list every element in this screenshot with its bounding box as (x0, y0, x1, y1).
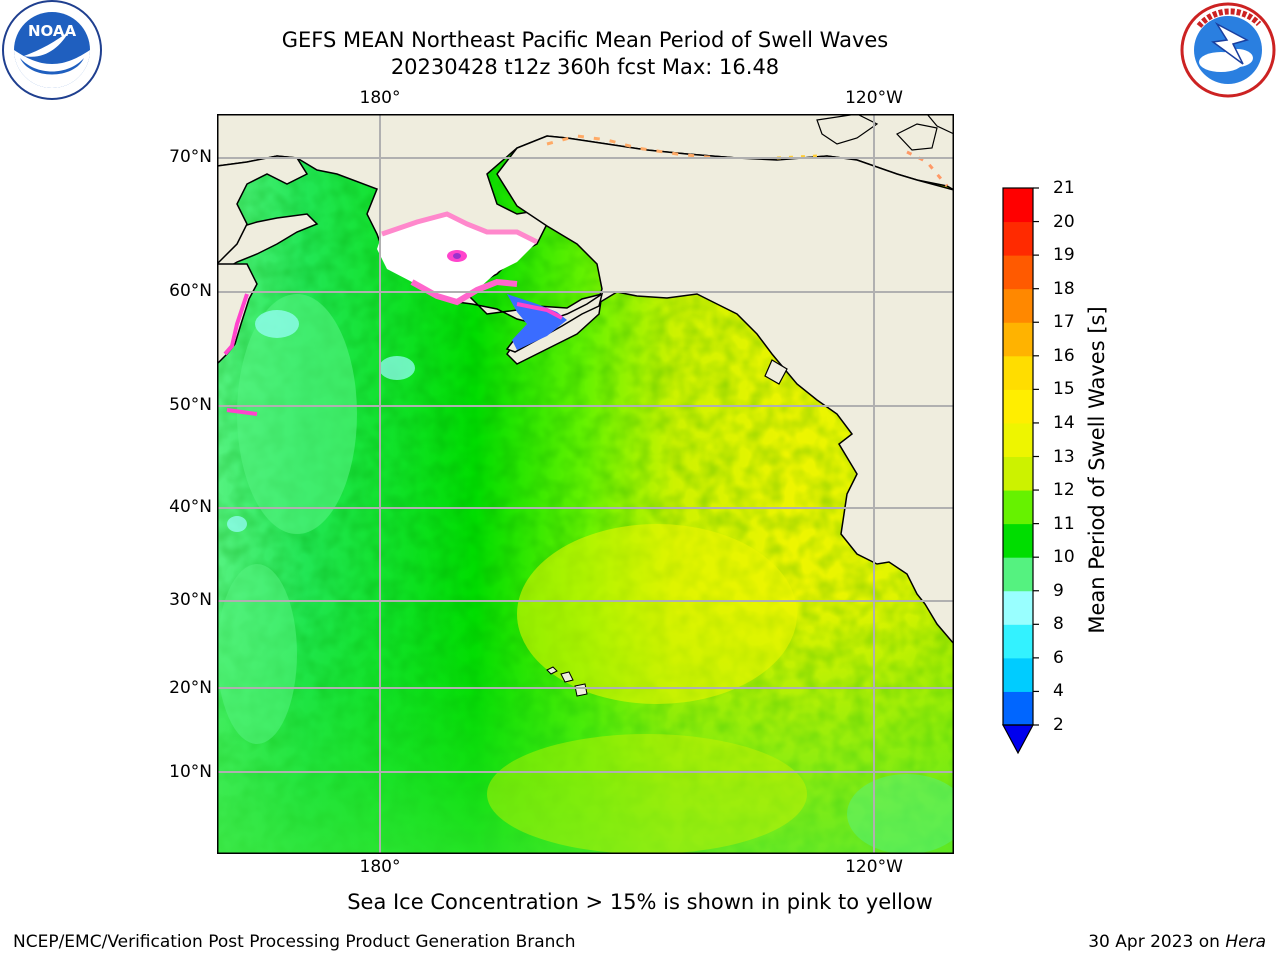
colorbar-segment (1003, 657, 1033, 692)
noaa-logo-text: NOAA (28, 22, 77, 40)
colorbar-segment (1003, 490, 1033, 525)
colorbar-segment (1003, 389, 1033, 424)
lat-label-40n: 40°N (169, 497, 212, 517)
graticule (217, 114, 954, 854)
colorbar-tick-label: 8 (1053, 614, 1064, 635)
colorbar-tick-label: 14 (1053, 412, 1075, 433)
colorbar-segment (1003, 557, 1033, 592)
colorbar-segment (1003, 422, 1033, 457)
colorbar-segment (1003, 624, 1033, 659)
colorbar-tick-label: 2 (1053, 715, 1064, 735)
colorbar-tick-label: 15 (1053, 379, 1075, 400)
lon-label-top-120w: 120°W (845, 88, 903, 108)
colorbar-under-triangle (1001, 724, 1035, 755)
lat-label-10n: 10°N (169, 762, 212, 782)
colorbar-segment (1003, 355, 1033, 390)
colorbar-tick-label: 11 (1053, 513, 1075, 534)
lat-label-60n: 60°N (169, 281, 212, 301)
colorbar-segment (1003, 590, 1033, 625)
colorbar (1001, 187, 1039, 755)
noaa-logo: NOAA (2, 0, 102, 100)
sea-ice-note: Sea Ice Concentration > 15% is shown in … (347, 890, 933, 914)
lon-label-bottom-120w: 120°W (845, 857, 903, 877)
machine-name: Hera (1225, 932, 1266, 952)
colorbar-segment (1003, 288, 1033, 323)
colorbar-segment (1003, 188, 1033, 223)
colorbar-segment (1003, 691, 1033, 726)
colorbar-tick-label: 9 (1053, 580, 1064, 601)
colorbar-segment (1003, 221, 1033, 256)
colorbar-segment (1003, 255, 1033, 290)
lat-label-70n: 70°N (169, 147, 212, 167)
nws-logo (1180, 2, 1276, 98)
map-title: GEFS MEAN Northeast Pacific Mean Period … (281, 28, 889, 52)
lat-label-20n: 20°N (169, 678, 212, 698)
colorbar-tick-label: 17 (1053, 312, 1075, 333)
colorbar-segment (1003, 523, 1033, 558)
credit-text: NCEP/EMC/Verification Post Processing Pr… (13, 932, 576, 952)
colorbar-segment (1003, 322, 1033, 357)
lon-label-top-180: 180° (359, 88, 401, 108)
colorbar-title: Mean Period of Swell Waves [s] (1085, 306, 1109, 634)
colorbar-tick-label: 4 (1053, 681, 1064, 702)
colorbar-segment (1003, 456, 1033, 491)
colorbar-tick-label: 20 (1053, 211, 1075, 232)
map-panel (217, 114, 954, 854)
lat-label-30n: 30°N (169, 590, 212, 610)
lat-label-50n: 50°N (169, 395, 212, 415)
lon-label-bottom-180: 180° (359, 857, 401, 877)
land-north-america (496, 135, 954, 646)
colorbar-tick-label: 12 (1053, 480, 1075, 501)
colorbar-tick-label: 18 (1053, 278, 1075, 299)
colorbar-tick-label: 16 (1053, 345, 1075, 366)
date-text: 30 Apr 2023 on Hera (1088, 932, 1266, 952)
colorbar-tick-label: 13 (1053, 446, 1075, 467)
colorbar-tick-label: 10 (1053, 547, 1075, 568)
colorbar-tick-label: 6 (1053, 647, 1064, 668)
map-subtitle: 20230428 t12z 360h fcst Max: 16.48 (390, 55, 780, 79)
colorbar-tick-label: 21 (1053, 178, 1075, 198)
colorbar-tick-label: 19 (1053, 245, 1075, 266)
